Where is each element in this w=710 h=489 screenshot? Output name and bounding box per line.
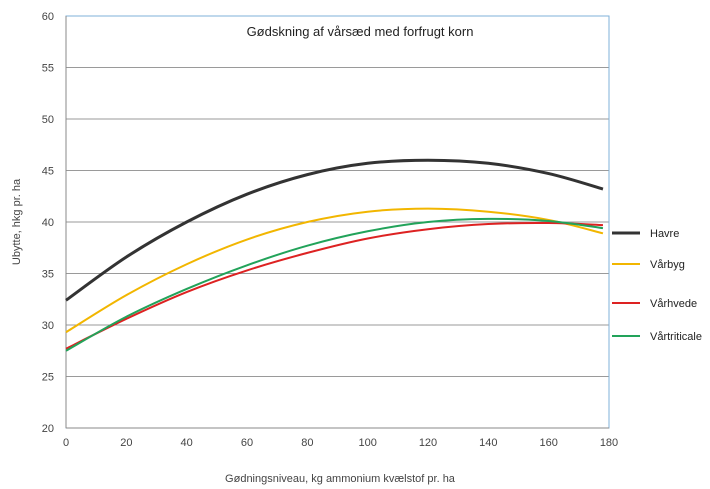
series-line-havre [65,158,604,302]
series-line-vårbyg [65,207,604,334]
y-tick-label: 20 [42,423,54,435]
y-tick-label: 40 [42,217,54,229]
y-tick-labels: 20 25 30 35 40 45 50 55 60 [42,11,54,435]
x-tick-label: 120 [419,437,437,449]
y-tick-label: 35 [42,269,54,281]
x-tick-label: 180 [600,437,618,449]
legend-label: Havre [650,228,679,240]
x-tick-label: 40 [181,437,193,449]
y-tick-label: 55 [42,63,54,75]
legend-label: Vårbyg [650,259,685,271]
y-tick-label: 25 [42,372,54,384]
x-axis-title: Gødningsniveau, kg ammonium kvælstof pr.… [225,473,456,485]
chart-title: Gødskning af vårsæd med forfrugt korn [247,24,474,39]
legend: Havre Vårbyg Vårhvede Vårtriticale [612,228,702,343]
x-tick-label: 140 [479,437,497,449]
x-tick-labels: 0 20 40 60 80 100 120 140 160 180 [63,437,618,449]
series-lines [65,158,604,352]
x-tick-label: 160 [539,437,557,449]
x-tick-label: 100 [358,437,376,449]
x-tick-label: 0 [63,437,69,449]
y-axis-title: Ubytte, hkg pr. ha [11,178,23,265]
x-tick-label: 20 [120,437,132,449]
legend-label: Vårtriticale [650,331,702,343]
series-line-vårtriticale [65,217,604,352]
grid-lines [66,15,609,377]
y-tick-label: 30 [42,320,54,332]
y-tick-label: 50 [42,114,54,126]
y-tick-label: 45 [42,166,54,178]
x-tick-label: 80 [301,437,313,449]
y-tick-label: 60 [42,11,54,23]
series-line-vårhvede [65,221,604,350]
legend-label: Vårhvede [650,298,697,310]
x-tick-label: 60 [241,437,253,449]
